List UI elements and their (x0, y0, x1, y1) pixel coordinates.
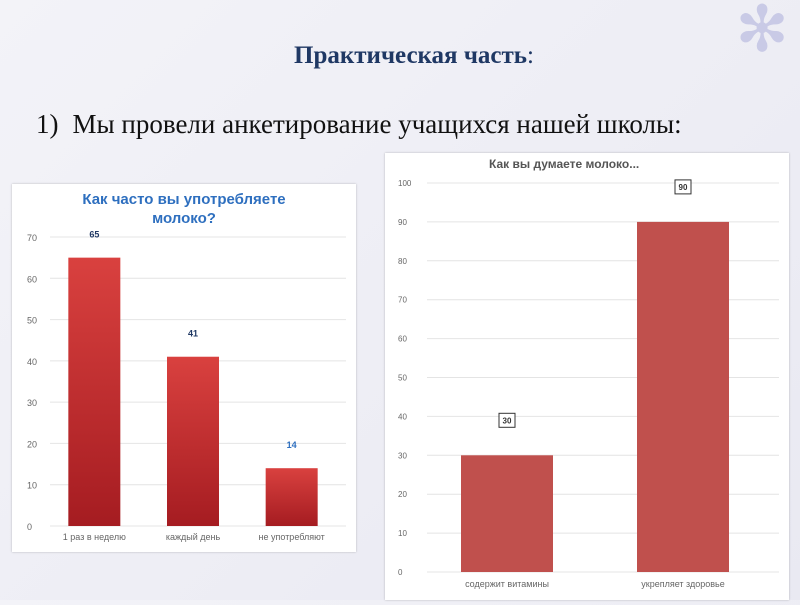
chart-title: Как вы думаете молоко... (489, 157, 639, 171)
y-tick-label: 100 (398, 179, 412, 188)
bar (167, 356, 219, 526)
y-tick-label: 0 (27, 522, 32, 532)
y-tick-label: 60 (27, 274, 37, 284)
y-tick-label: 30 (27, 398, 37, 408)
data-label: 14 (287, 440, 297, 450)
chart-milk-frequency: Как часто вы употребляете молоко? 0 10 20 30 4… (12, 184, 356, 552)
y-tick-label: 50 (398, 374, 407, 383)
x-tick-label: не употребляют (259, 532, 325, 542)
chart-title-line-1: Как часто вы употребляете (82, 191, 285, 208)
chart-milk-opinion-svg: Как вы думаете молоко... 0 10 20 30 40 50 60 70 8… (398, 157, 779, 589)
bar (265, 468, 318, 526)
y-tick-label: 30 (398, 451, 407, 460)
y-tick-label: 90 (398, 218, 407, 227)
y-tick-label: 40 (27, 357, 37, 367)
x-tick-label: каждый день (166, 532, 221, 542)
intro-text: Мы провели анкетирование учащихся нашей … (72, 109, 682, 139)
title-text: Практическая часть (294, 42, 528, 69)
data-label: 30 (503, 416, 512, 425)
x-tick-label: содержит витамины (465, 579, 549, 589)
y-tick-label: 20 (27, 439, 37, 449)
data-label-box (498, 412, 516, 428)
y-tick-label: 70 (398, 296, 407, 305)
chart-title-line-2: молоко? (152, 210, 216, 227)
intro-paragraph: 1) Мы провели анкетирование учащихся наше… (36, 106, 768, 142)
y-tick-label: 60 (398, 335, 407, 344)
y-tick-label: 10 (27, 481, 37, 491)
y-tick-label: 80 (398, 257, 407, 266)
y-tick-label: 50 (27, 316, 37, 326)
data-label: 41 (188, 329, 198, 339)
chart-milk-frequency-svg: Как часто вы употребляете молоко? 0 10 20 30 4… (27, 191, 346, 542)
x-tick-label: укрепляет здоровье (641, 579, 724, 589)
y-tick-label: 20 (398, 490, 407, 499)
asterisk-flower-icon: ✻ (735, 0, 789, 67)
page-title: Практическая часть: (0, 42, 800, 70)
bar (637, 221, 729, 572)
y-tick-label: 70 (27, 233, 37, 243)
y-tick-label: 10 (398, 529, 407, 538)
data-label-box (674, 179, 692, 195)
title-colon: : (527, 42, 534, 69)
y-tick-label: 40 (398, 412, 407, 421)
intro-number: 1) (36, 109, 59, 139)
y-tick-label: 0 (398, 568, 403, 577)
chart-milk-opinion: Как вы думаете молоко... 0 10 20 30 40 50 60 70 8… (385, 153, 789, 600)
bar (461, 455, 553, 572)
x-tick-label: 1 раз в неделю (63, 532, 126, 542)
data-label: 65 (89, 230, 99, 240)
bar (68, 257, 121, 526)
data-label: 90 (679, 183, 688, 192)
